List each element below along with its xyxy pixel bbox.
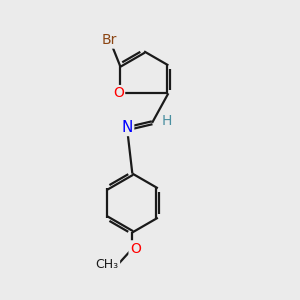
- Text: Br: Br: [102, 33, 117, 47]
- Text: O: O: [130, 242, 141, 256]
- Text: O: O: [113, 86, 124, 100]
- Text: N: N: [122, 120, 133, 135]
- Text: H: H: [162, 114, 172, 128]
- Text: CH₃: CH₃: [96, 258, 119, 271]
